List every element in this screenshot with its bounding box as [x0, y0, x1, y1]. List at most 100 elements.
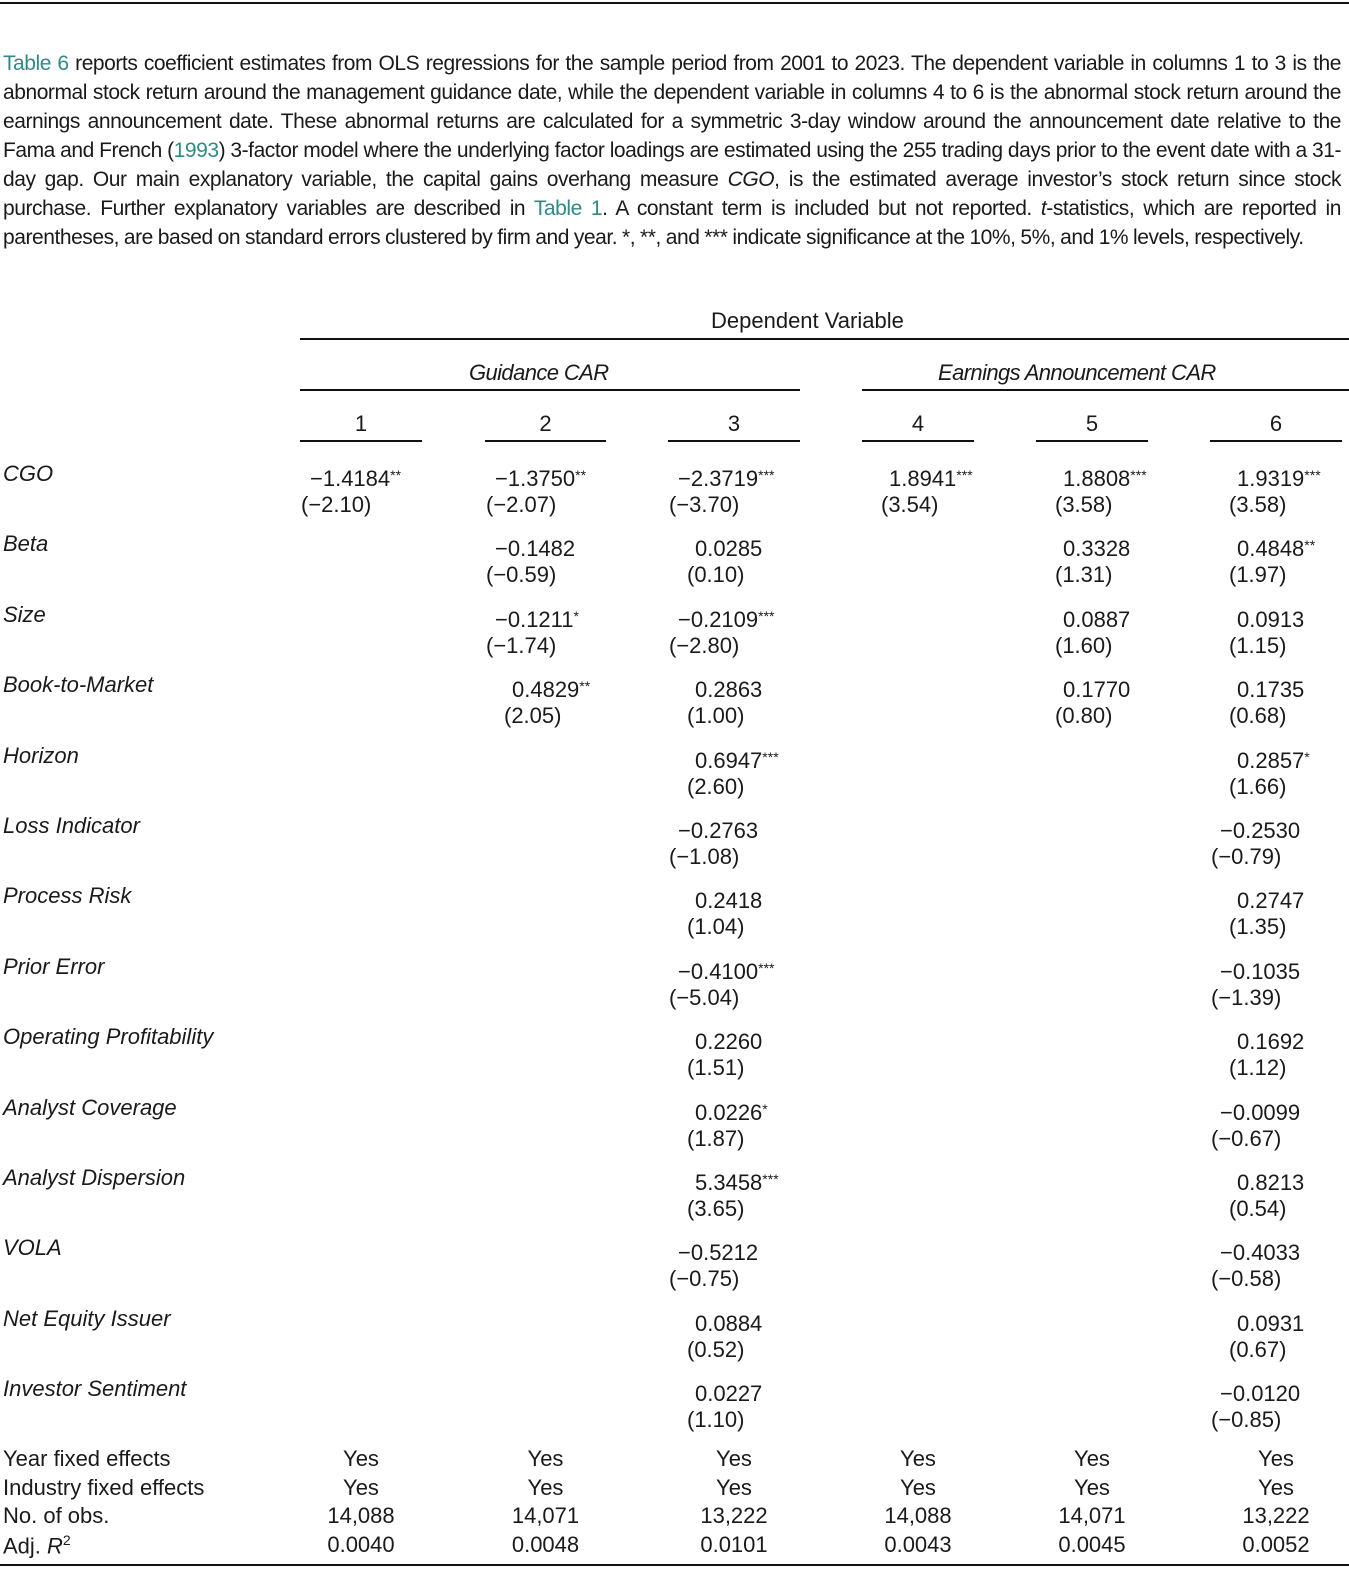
- coefficient-value: 0.0931: [1237, 1310, 1305, 1336]
- coefficient-value: −0.4033: [1220, 1240, 1301, 1266]
- t-statistic: (1.87): [687, 1125, 745, 1151]
- significance-stars: *: [1304, 748, 1310, 765]
- coefficient: 0.0887: [1063, 602, 1130, 634]
- row-label: Process Risk: [3, 883, 132, 909]
- footer-value: 0.0101: [700, 1532, 768, 1558]
- column-header-1: 1: [354, 411, 368, 436]
- row-label: Loss Indicator: [3, 813, 140, 838]
- coefficient: 1.8941***: [889, 461, 973, 493]
- t-statistic: (1.35): [1229, 914, 1287, 940]
- caption-text: ) 3-factor model where the underlying fa…: [3, 139, 1342, 191]
- coefficient-value: 0.2260: [695, 1029, 763, 1055]
- coefficient-value: −0.1035: [1220, 958, 1301, 984]
- coefficient-value: 0.0285: [695, 536, 763, 562]
- footer-label: Adj. R2: [3, 1532, 71, 1559]
- t-statistic: (0.67): [1229, 1336, 1287, 1362]
- footer-value: Yes: [900, 1446, 936, 1471]
- t-statistic: (2.60): [687, 773, 745, 799]
- t-statistic: (1.60): [1055, 632, 1113, 658]
- footer-value: 0.0040: [327, 1532, 395, 1558]
- significance-stars: ***: [762, 748, 779, 765]
- coefficient: 0.2857*: [1237, 743, 1310, 775]
- caption-text: , is the estimated average investor’s st…: [3, 168, 1342, 220]
- top-rule: [0, 2, 1349, 4]
- row-label: Operating Profitability: [3, 1024, 214, 1050]
- coefficient-value: −0.2530: [1220, 818, 1301, 843]
- footer-value: Yes: [527, 1446, 564, 1471]
- row-label: VOLA: [3, 1235, 62, 1261]
- coefficient: 0.2747: [1237, 883, 1304, 915]
- t-statistic: (0.80): [1055, 703, 1113, 729]
- coefficient: 0.0913: [1237, 602, 1304, 634]
- t-statistic: (3.58): [1229, 492, 1287, 517]
- row-label: Beta: [3, 531, 49, 557]
- footer-value: Yes: [716, 1474, 752, 1500]
- bottom-rule: [0, 1564, 1349, 1566]
- coefficient: −1.3750**: [495, 461, 586, 493]
- coefficient-value: −0.2109: [678, 606, 759, 632]
- t-statistic: (2.05): [504, 703, 562, 729]
- t-statistic: (−0.58): [1211, 1266, 1282, 1292]
- column-header-4: 4: [911, 411, 925, 436]
- coefficient-value: 0.0884: [695, 1310, 763, 1336]
- column-rule: [1036, 440, 1148, 442]
- column-header-3: 3: [727, 411, 741, 436]
- coefficient: −0.4033: [1220, 1235, 1300, 1267]
- t-statistic: (−1.74): [486, 632, 557, 658]
- r-squared-superscript: 2: [62, 1532, 71, 1549]
- t-statistic: (−2.07): [486, 492, 557, 517]
- footer-value: 0.0043: [884, 1532, 952, 1558]
- footer-value: 0.0048: [511, 1532, 580, 1558]
- citation-1993-link[interactable]: 1993: [173, 139, 219, 162]
- t-statistic: (1.00): [687, 703, 745, 729]
- significance-stars: **: [390, 467, 402, 483]
- t-statistic: (−2.80): [669, 632, 740, 658]
- coefficient-value: −0.1482: [495, 536, 576, 562]
- coefficient: −0.2530: [1220, 813, 1300, 845]
- t-statistic: (1.97): [1229, 562, 1287, 588]
- significance-stars: ***: [758, 607, 775, 624]
- t-statistic: (−5.04): [669, 984, 740, 1010]
- coefficient: 0.4829**: [512, 672, 590, 704]
- coefficient-value: 0.2747: [1237, 888, 1305, 914]
- table-6-link[interactable]: Table 6: [3, 52, 69, 75]
- column-rule: [300, 440, 422, 442]
- t-statistic: (0.54): [1229, 1196, 1287, 1221]
- coefficient-value: 1.8941: [889, 466, 957, 491]
- footer-value: 13,222: [1242, 1503, 1310, 1529]
- t-statistic: (−3.70): [669, 492, 740, 517]
- column-header-6: 6: [1269, 411, 1283, 436]
- coefficient-value: 0.2418: [695, 888, 763, 914]
- group-header-guidance: Guidance CAR: [469, 360, 609, 385]
- coefficient: 0.0227: [695, 1376, 762, 1408]
- row-label: Analyst Coverage: [3, 1094, 177, 1120]
- footer-label: Year fixed effects: [3, 1446, 171, 1472]
- coefficient: 0.0931: [1237, 1306, 1304, 1338]
- footer-label-text: Industry fixed effects: [3, 1474, 205, 1500]
- footer-label: No. of obs.: [3, 1503, 109, 1529]
- significance-stars: **: [579, 678, 591, 695]
- r-squared-symbol: R: [47, 1533, 63, 1559]
- coefficient-value: 0.2863: [695, 677, 763, 703]
- significance-stars: ***: [758, 467, 775, 483]
- column-rule: [1210, 440, 1342, 442]
- t-statistic: (−1.08): [669, 844, 740, 869]
- coefficient: 0.0226*: [695, 1095, 768, 1127]
- t-statistic: (1.04): [687, 914, 745, 940]
- significance-stars: **: [575, 467, 587, 483]
- t-statistic: (0.68): [1229, 703, 1287, 729]
- table-1-link[interactable]: Table 1: [533, 197, 603, 220]
- table-caption: Table 6 reports coefficient estimates fr…: [3, 49, 1341, 252]
- coefficient: 0.2418: [695, 883, 762, 915]
- significance-stars: ***: [762, 1171, 779, 1187]
- caption-text: -statistics, which are reported in paren…: [3, 197, 1341, 249]
- coefficient: 0.0285: [695, 531, 762, 563]
- footer-label-text: Adj.: [3, 1533, 48, 1559]
- coefficient: 0.1735: [1237, 672, 1304, 704]
- group-header-earnings: Earnings Announcement CAR: [938, 360, 1216, 385]
- footer-value: 14,071: [511, 1503, 580, 1529]
- t-statistic: (1.31): [1055, 562, 1113, 588]
- coefficient-value: −0.5212: [678, 1240, 759, 1266]
- significance-stars: **: [1304, 537, 1316, 554]
- coefficient-value: 0.1770: [1063, 677, 1131, 703]
